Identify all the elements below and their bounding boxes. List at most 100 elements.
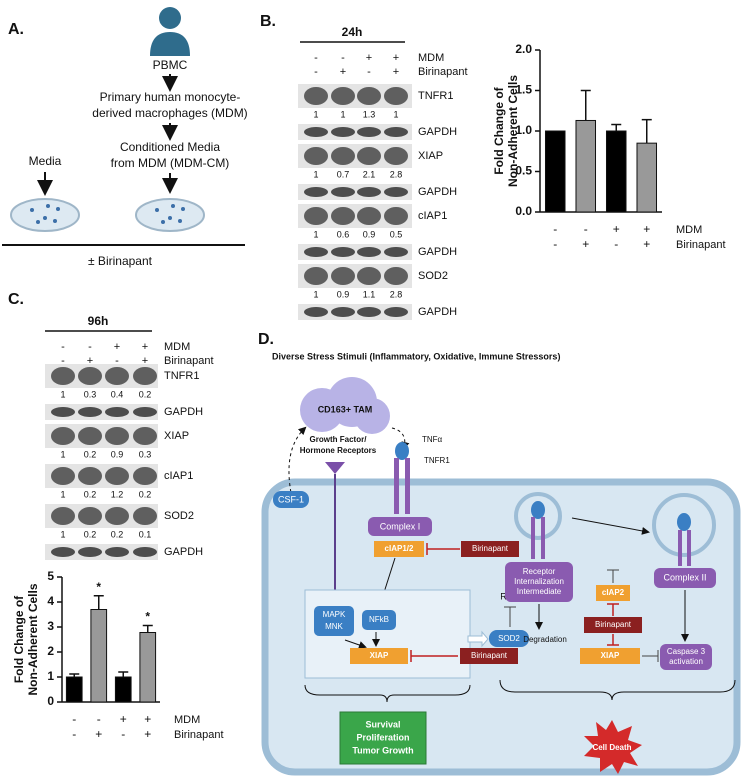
ciap-box [374,541,424,557]
blot-band [384,147,408,165]
quantification: 0.2 [84,489,97,499]
step-label: Primary human monocyte- [100,90,241,104]
blot-band [384,207,408,225]
blot-band [133,547,157,557]
blot-band [78,367,102,385]
timepoint: 96h [88,314,109,328]
blot-band [357,267,381,285]
complex-box [368,517,432,536]
blot-band [357,207,381,225]
blot-band [304,147,328,165]
x-sign: - [72,712,76,726]
quantification: 0.9 [111,449,124,459]
y-tick-label: 1.5 [515,83,532,97]
receptor-label: Hormone Receptors [300,446,377,455]
complex-label: Complex II [663,572,706,582]
blot-band [384,87,408,105]
arrow [288,426,307,499]
quantification: 1.2 [111,489,124,499]
arrow [344,639,367,649]
caspase-label: activation [669,657,703,666]
sign: - [61,355,65,367]
blot-band [105,467,129,485]
quantification: 1 [340,109,345,119]
quantification: 0.4 [111,389,124,399]
blot-band [133,427,157,445]
ligand [531,501,545,519]
y-tick-label: 5 [47,569,54,583]
blot-band [304,267,328,285]
row-label: Birinapant [418,66,468,78]
x-row-label: MDM [676,224,702,236]
quantification: 0.2 [139,489,152,499]
person-body [150,32,190,56]
blot-band [384,307,408,317]
blot-band [331,147,355,165]
step-label: from MDM (MDM-CM) [111,156,230,170]
blot-band [357,127,381,137]
blot-band [304,247,328,257]
y-axis-label: Non-Adherent Cells [26,583,40,695]
x-sign: - [97,712,101,726]
arrow [467,630,489,648]
blot-band [133,507,157,525]
bar [544,130,566,213]
drug-label: Birinapant [472,544,509,553]
nfkb-label: NFkB [369,615,389,624]
sign: - [115,355,119,367]
death-star [584,720,642,774]
x-sign: - [121,727,125,741]
x-sign: + [643,237,650,251]
x-sign: + [120,712,127,726]
ciap-label: cIAP1/2 [385,544,414,553]
blot-label: cIAP1 [164,470,193,482]
sign: - [314,52,318,64]
ligand [677,513,691,531]
y-tick-label: 2.0 [515,42,532,56]
blot-band [105,367,129,385]
blot-label: GAPDH [164,546,203,558]
x-sign: + [582,237,589,251]
y-tick-label: 3 [47,619,54,633]
row-label: Birinapant [164,355,214,367]
blot-band [133,367,157,385]
blot-label: GAPDH [418,306,457,318]
blot-label: GAPDH [418,126,457,138]
blot-band [304,87,328,105]
blot-label: TNFR1 [418,90,453,102]
cells [30,204,185,224]
blot-band [51,467,75,485]
mapk-box [314,606,354,636]
sign: + [340,66,346,78]
bar [605,130,627,213]
bar [65,676,83,703]
quantification: 1 [313,169,318,179]
blot-band [51,427,75,445]
quantification: 2.8 [390,289,403,299]
quantification: 1 [60,389,65,399]
tam-label: CD163+ TAM [318,404,373,414]
blot-band [384,247,408,257]
outcome-label: Survival [365,719,400,729]
blot-band [51,547,75,557]
blot-band [304,307,328,317]
blot-label: GAPDH [418,246,457,258]
quantification: 0.2 [139,389,152,399]
x-row-label: Birinapant [174,729,224,741]
blot-band [331,87,355,105]
csf-box [273,491,309,508]
bar [114,676,132,703]
quantification: 1 [313,229,318,239]
x-row-label: Birinapant [676,239,726,251]
receptor [678,530,682,566]
panel-letter: B. [260,13,276,30]
quantification: 1 [60,489,65,499]
sod2-box [489,630,529,647]
quantification: 0.9 [363,229,376,239]
y-tick-label: 1 [47,669,54,683]
blot-band [384,187,408,197]
bar [575,119,597,213]
diagram-title: Diverse Stress Stimuli (Inflammatory, Ox… [272,351,560,361]
blot-band [105,507,129,525]
xiap-box [580,648,640,664]
